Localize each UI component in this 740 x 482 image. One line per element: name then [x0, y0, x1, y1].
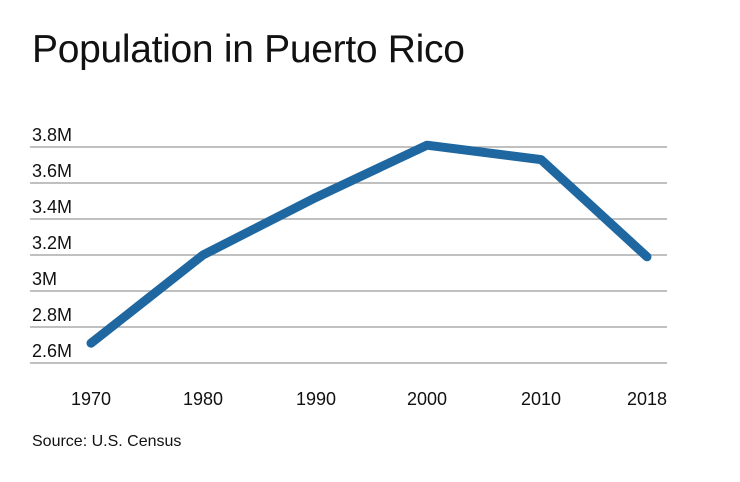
x-tick-label: 1980	[183, 389, 223, 409]
chart-title: Population in Puerto Rico	[32, 28, 465, 71]
y-tick-label: 3M	[32, 269, 57, 289]
x-tick-label: 2010	[521, 389, 561, 409]
y-tick-label: 3.4M	[32, 197, 72, 217]
population-line	[86, 140, 652, 348]
y-tick-label: 3.8M	[32, 125, 72, 145]
x-tick-label: 2018	[627, 389, 667, 409]
y-tick-label: 3.2M	[32, 233, 72, 253]
source-note: Source: U.S. Census	[32, 433, 182, 450]
x-tick-label: 1990	[296, 389, 336, 409]
y-tick-label: 3.6M	[32, 161, 72, 181]
x-tick-label: 1970	[71, 389, 111, 409]
y-tick-label: 2.8M	[32, 305, 72, 325]
x-tick-label: 2000	[407, 389, 447, 409]
y-tick-label: 2.6M	[32, 341, 72, 361]
